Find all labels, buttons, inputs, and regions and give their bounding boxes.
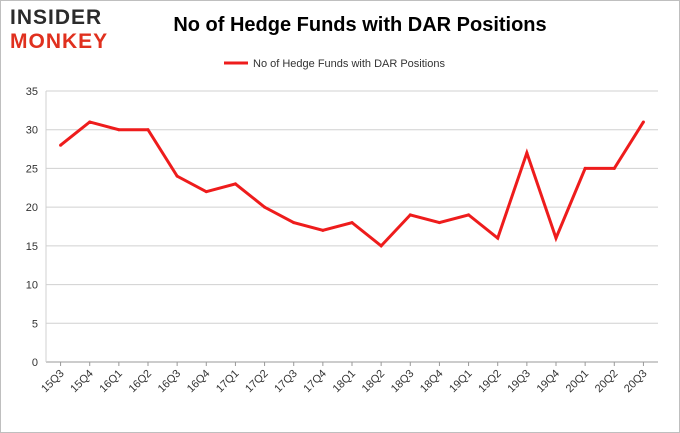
data-point bbox=[321, 228, 325, 232]
x-tick-label: 18Q1 bbox=[331, 368, 359, 396]
logo-line-1: INSIDER bbox=[10, 6, 103, 29]
data-point bbox=[88, 120, 92, 124]
x-tick-label: 17Q4 bbox=[301, 368, 329, 396]
x-axis-ticks: 15Q3 15Q4 16Q1 16Q2 16Q3 16Q4 17Q1 17Q2 17Q3 17Q4… bbox=[39, 362, 650, 396]
x-tick-label: 18Q4 bbox=[418, 368, 446, 396]
x-tick-label: 16Q1 bbox=[97, 368, 125, 396]
x-tick-label: 15Q3 bbox=[39, 368, 67, 396]
data-point bbox=[204, 190, 208, 194]
x-tick-label: 16Q2 bbox=[127, 368, 155, 396]
series-line bbox=[59, 120, 645, 248]
data-point bbox=[496, 236, 500, 240]
data-point bbox=[117, 128, 121, 132]
y-tick-label: 15 bbox=[26, 241, 38, 253]
data-point bbox=[292, 221, 296, 225]
x-tick-label: 16Q3 bbox=[156, 368, 184, 396]
gridlines bbox=[45, 90, 658, 363]
data-point bbox=[612, 166, 616, 170]
y-tick-label: 20 bbox=[26, 202, 38, 214]
x-tick-label: 20Q3 bbox=[622, 368, 650, 396]
chart-title: No of Hedge Funds with DAR Positions bbox=[173, 14, 547, 36]
data-point bbox=[59, 143, 63, 147]
data-point bbox=[554, 236, 558, 240]
data-series bbox=[59, 120, 645, 248]
data-point bbox=[467, 213, 471, 217]
data-point bbox=[379, 244, 383, 248]
x-tick-label: 17Q3 bbox=[272, 368, 300, 396]
y-tick-label: 10 bbox=[26, 280, 38, 292]
x-tick-label: 19Q1 bbox=[447, 368, 475, 396]
data-point bbox=[437, 221, 441, 225]
x-tick-label: 18Q2 bbox=[360, 368, 388, 396]
x-tick-label: 20Q2 bbox=[593, 368, 621, 396]
data-point bbox=[583, 166, 587, 170]
logo-line-2: MONKEY bbox=[10, 30, 109, 53]
data-point bbox=[263, 205, 267, 209]
x-tick-label: 15Q4 bbox=[68, 368, 96, 396]
y-tick-label: 0 bbox=[32, 357, 38, 369]
x-tick-label: 16Q4 bbox=[185, 368, 213, 396]
data-point bbox=[233, 182, 237, 186]
x-tick-label: 19Q2 bbox=[476, 368, 504, 396]
data-point bbox=[175, 174, 179, 178]
y-tick-label: 5 bbox=[32, 318, 38, 330]
x-tick-label: 18Q3 bbox=[389, 368, 417, 396]
data-point bbox=[641, 120, 645, 124]
y-axis-ticks: 0 5 10 15 20 25 30 35 bbox=[26, 86, 38, 369]
legend: No of Hedge Funds with DAR Positions bbox=[224, 58, 445, 70]
data-point bbox=[350, 221, 354, 225]
data-point bbox=[408, 213, 412, 217]
data-point bbox=[146, 128, 150, 132]
data-point bbox=[525, 151, 529, 155]
y-tick-label: 35 bbox=[26, 86, 38, 98]
x-tick-label: 19Q4 bbox=[535, 368, 563, 396]
x-tick-label: 19Q3 bbox=[505, 368, 533, 396]
y-tick-label: 30 bbox=[26, 125, 38, 137]
y-tick-label: 25 bbox=[26, 163, 38, 175]
insider-monkey-logo: INSIDER MONKEY bbox=[10, 6, 128, 56]
x-tick-label: 17Q1 bbox=[214, 368, 242, 396]
x-tick-label: 17Q2 bbox=[243, 368, 271, 396]
x-tick-label: 20Q1 bbox=[564, 368, 592, 396]
legend-label: No of Hedge Funds with DAR Positions bbox=[253, 58, 445, 70]
